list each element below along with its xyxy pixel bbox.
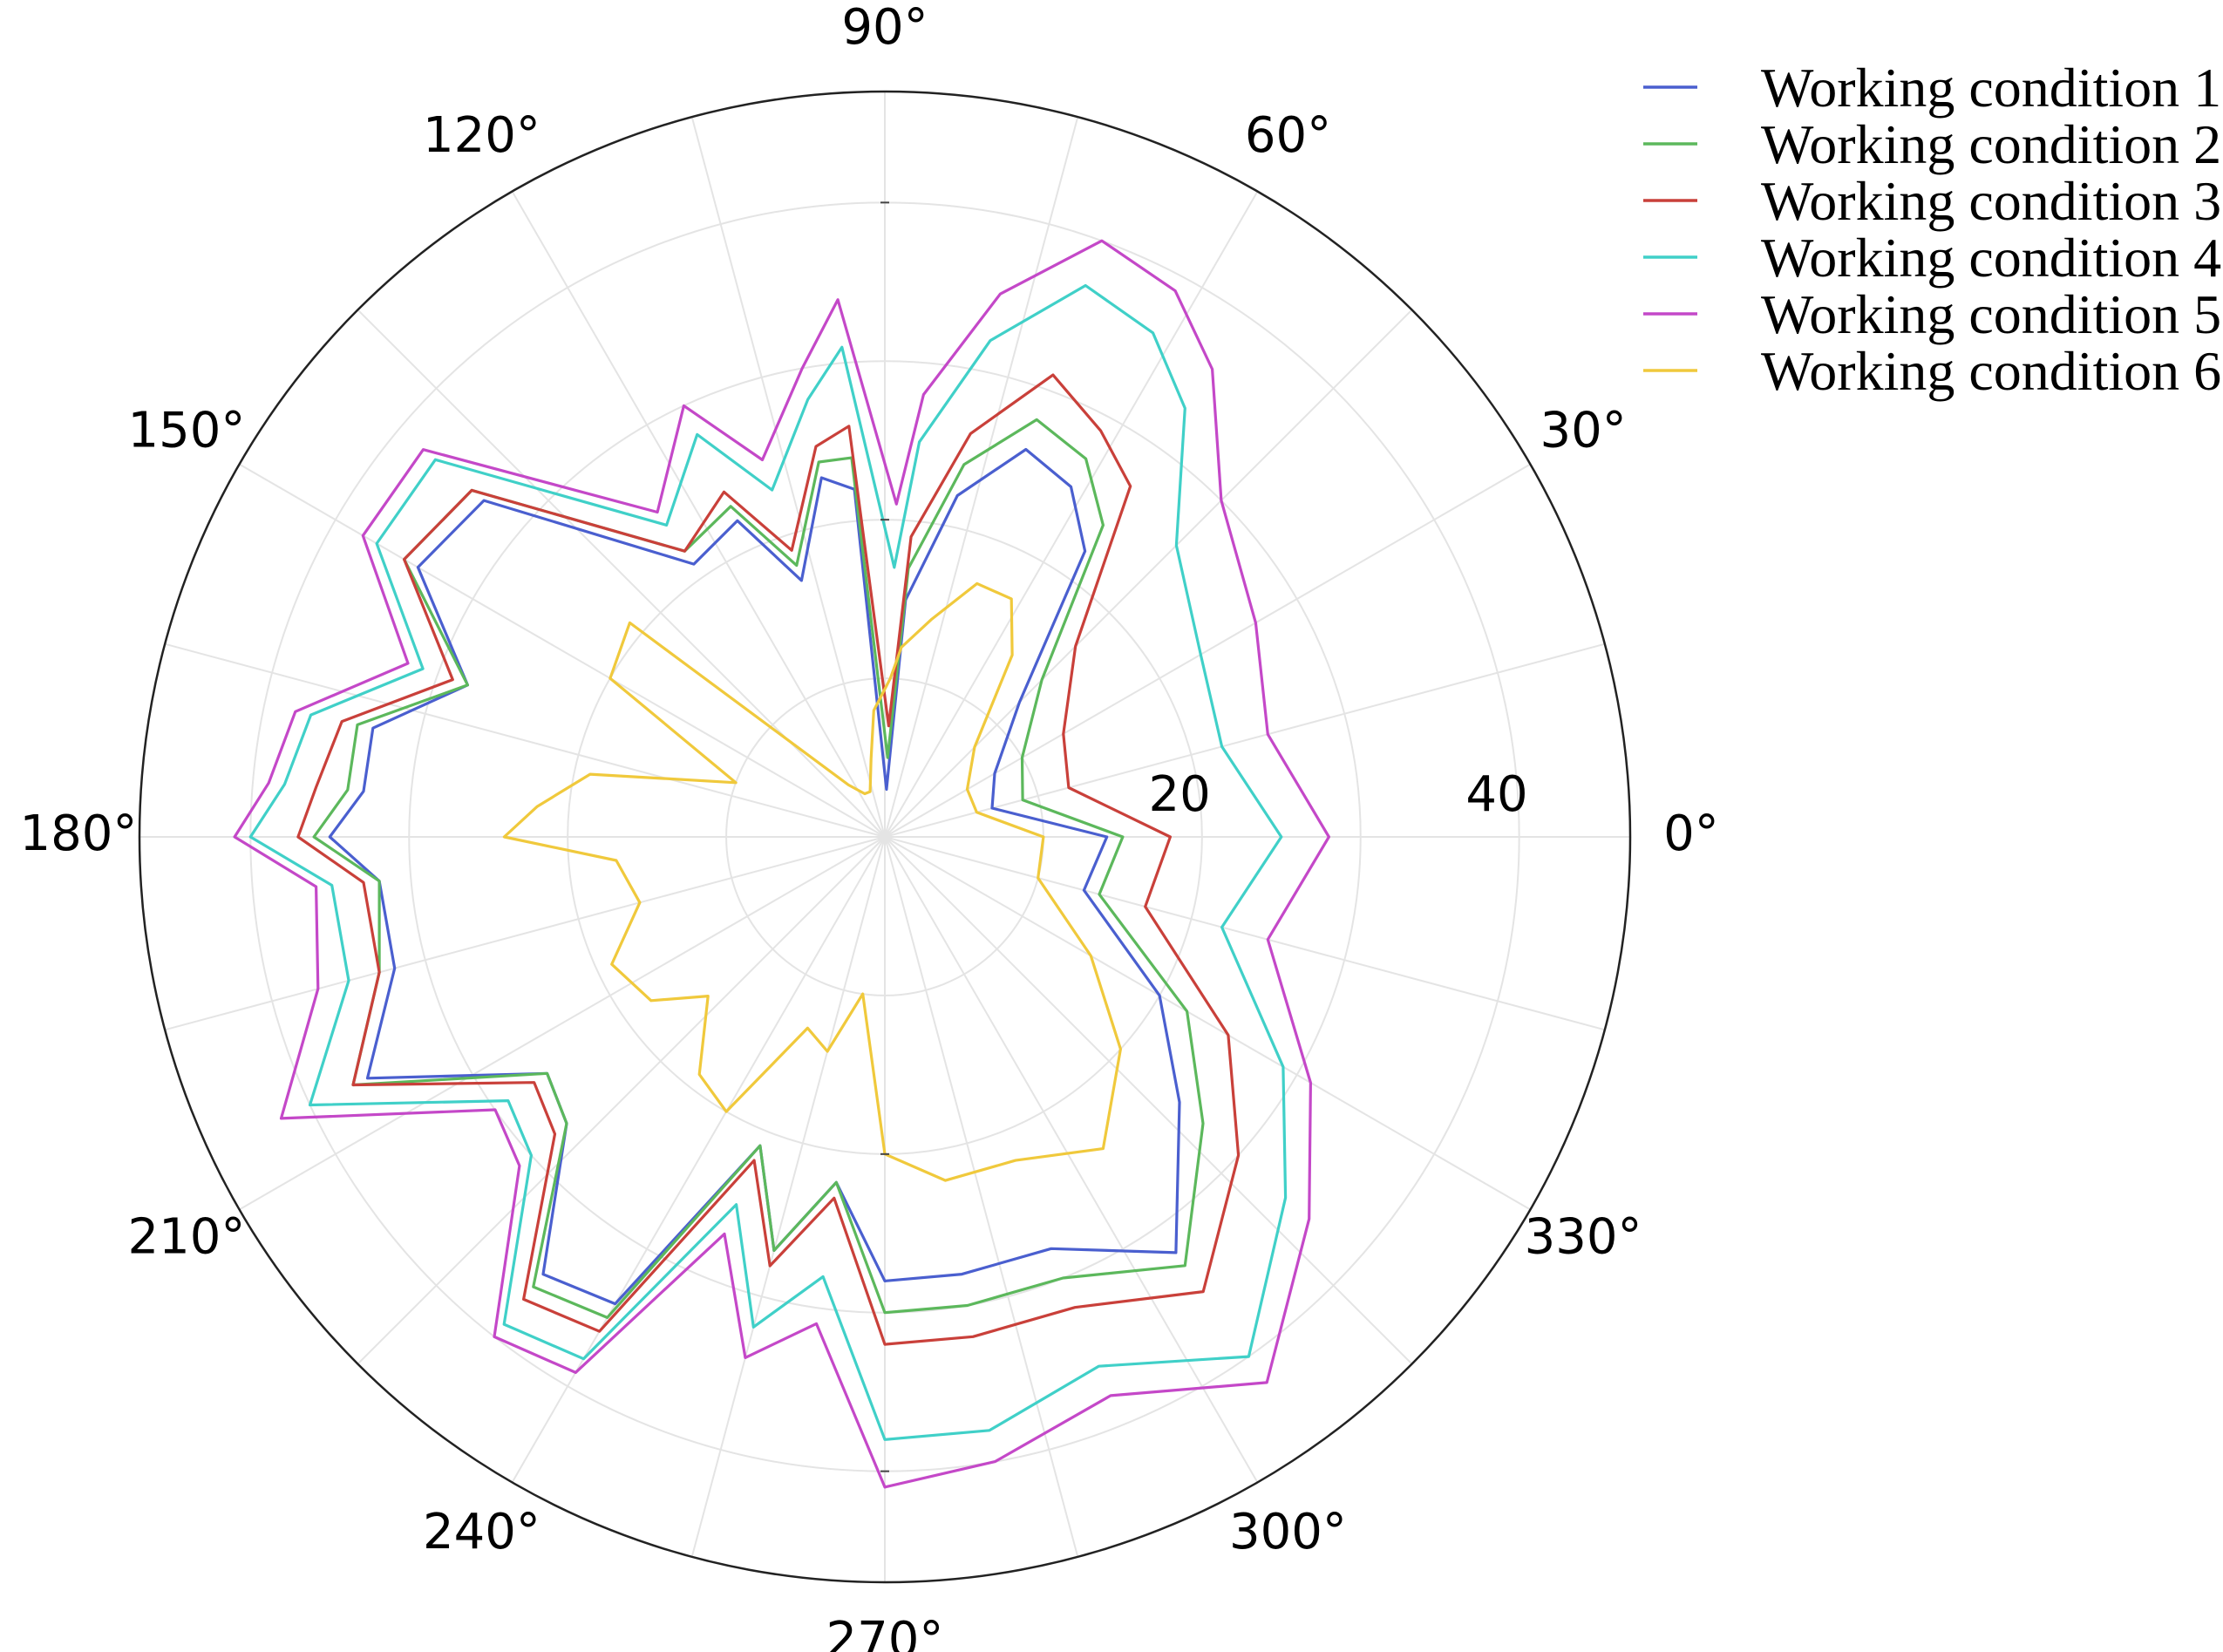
angle-tick-label: 330° — [1525, 1209, 1642, 1266]
series-lines — [233, 239, 1330, 1489]
legend-label-1: Working condition 1 — [1761, 57, 2221, 119]
grid-spoke-105 — [690, 116, 886, 838]
grid-spoke-15 — [884, 642, 1606, 838]
series-line-1 — [328, 447, 1181, 1306]
grid-spoke-195 — [164, 836, 886, 1031]
legend-label-5: Working condition 5 — [1761, 283, 2221, 345]
radial-tick-label: 20 — [1149, 766, 1211, 823]
grid-spoke-330 — [884, 836, 1531, 1211]
angle-tick-label: 300° — [1229, 1504, 1347, 1560]
angle-tick-label: 180° — [20, 806, 138, 862]
angle-tick-label: 150° — [127, 403, 245, 459]
angle-tick-label: 270° — [826, 1612, 944, 1652]
grid-spoke-225 — [357, 836, 886, 1365]
series-line-2 — [312, 418, 1205, 1319]
grid-spoke-150 — [239, 463, 886, 838]
angle-tick-label: 90° — [841, 0, 928, 56]
angle-tick-label: 0° — [1663, 806, 1719, 862]
grid-spoke-210 — [239, 836, 886, 1211]
grid-spoke-165 — [164, 642, 886, 838]
grid-spoke-120 — [511, 191, 886, 838]
series-line-6 — [502, 581, 1122, 1182]
grid-spoke-285 — [884, 836, 1079, 1558]
grid-spoke-300 — [884, 836, 1259, 1483]
grid-spoke-30 — [884, 463, 1531, 838]
radial-tick-label: 40 — [1465, 766, 1527, 823]
grid-spoke-135 — [357, 309, 886, 838]
angle-tick-label: 210° — [127, 1209, 245, 1266]
grid-spoke-240 — [511, 836, 886, 1483]
series-line-4 — [248, 283, 1288, 1441]
outer-circle — [138, 90, 1632, 1584]
legend-label-6: Working condition 6 — [1761, 340, 2221, 402]
grid-spoke-75 — [884, 116, 1079, 838]
angle-tick-label: 120° — [423, 107, 540, 164]
legend-label-3: Working condition 3 — [1761, 170, 2221, 232]
legend-label-2: Working condition 2 — [1761, 113, 2221, 175]
grid-spoke-255 — [690, 836, 886, 1558]
grid-spoke-60 — [884, 191, 1259, 838]
series-line-3 — [296, 373, 1241, 1346]
angle-tick-label: 240° — [423, 1504, 540, 1560]
grid-spoke-45 — [884, 309, 1413, 838]
grid-spoke-345 — [884, 836, 1606, 1031]
polar-grid — [139, 92, 1630, 1582]
grid-spoke-315 — [884, 836, 1413, 1365]
angle-tick-label: 30° — [1540, 403, 1626, 459]
legend-label-4: Working condition 4 — [1761, 227, 2221, 289]
series-line-5 — [233, 239, 1330, 1489]
polar-axes: 0° 30° 60° 90° 120° 150° 180° 210° 240° 270° 300° 3… — [20, 0, 1719, 1652]
angle-tick-label: 60° — [1245, 107, 1331, 164]
